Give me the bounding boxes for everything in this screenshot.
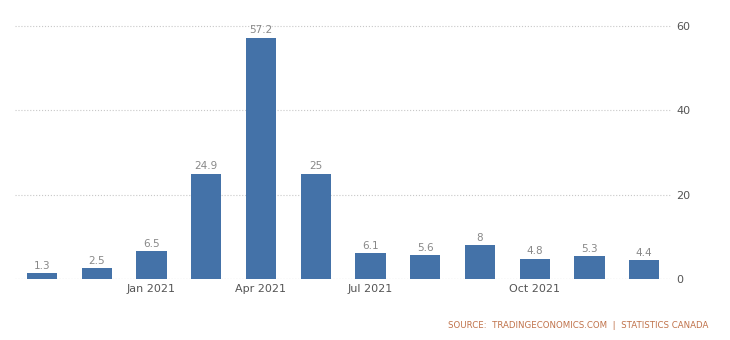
Text: 5.3: 5.3 (581, 244, 598, 254)
Text: 6.5: 6.5 (143, 239, 160, 249)
Bar (27, 273, 57, 279)
Bar (410, 255, 440, 279)
Bar (575, 256, 604, 279)
Bar (465, 245, 495, 279)
Bar (301, 173, 331, 279)
Text: SOURCE:  TRADINGECONOMICS.COM  |  STATISTICS CANADA: SOURCE: TRADINGECONOMICS.COM | STATISTIC… (447, 321, 708, 330)
Text: 25: 25 (309, 161, 323, 171)
Text: 4.8: 4.8 (526, 246, 543, 256)
Text: 8: 8 (477, 233, 483, 243)
Text: 6.1: 6.1 (362, 241, 379, 251)
Bar (629, 260, 659, 279)
Bar (191, 174, 221, 279)
Bar (356, 253, 385, 279)
Bar (246, 38, 276, 279)
Text: 2.5: 2.5 (88, 256, 105, 266)
Text: 4.4: 4.4 (636, 248, 653, 258)
Text: 5.6: 5.6 (417, 243, 434, 253)
Text: 57.2: 57.2 (250, 26, 272, 35)
Text: 1.3: 1.3 (34, 261, 50, 271)
Bar (520, 259, 550, 279)
Bar (137, 252, 166, 279)
Text: 24.9: 24.9 (195, 162, 218, 171)
Bar (82, 268, 112, 279)
